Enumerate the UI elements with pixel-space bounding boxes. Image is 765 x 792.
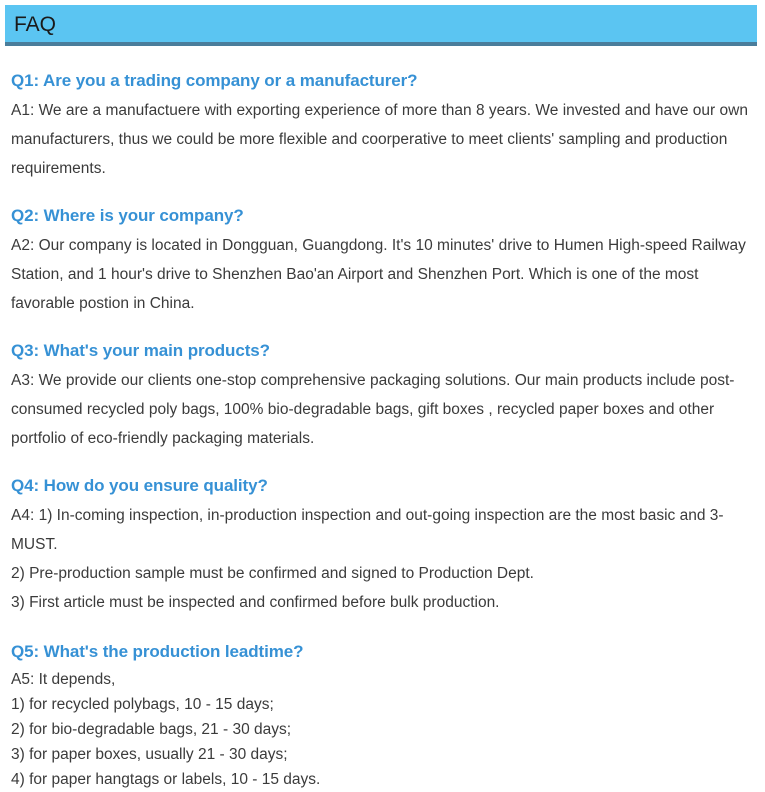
faq-item-q2: Q2: Where is your company? A2: Our compa… bbox=[11, 205, 753, 318]
faq-question-q2: Q2: Where is your company? bbox=[11, 206, 244, 225]
faq-answer-q5: A5: It depends, 1) for recycled polybags… bbox=[11, 667, 753, 792]
faq-question-q4: Q4: How do you ensure quality? bbox=[11, 476, 268, 495]
page-title: FAQ bbox=[14, 13, 57, 36]
faq-item-q3: Q3: What's your main products? A3: We pr… bbox=[11, 340, 753, 453]
faq-answer-line: 4) for paper hangtags or labels, 10 - 15… bbox=[11, 771, 321, 788]
faq-question-q5: Q5: What's the production leadtime? bbox=[11, 642, 304, 661]
spacer bbox=[11, 453, 753, 475]
faq-answer-line: A4: 1) In-coming inspection, in-producti… bbox=[11, 507, 724, 553]
faq-list: Q1: Are you a trading company or a manuf… bbox=[11, 54, 753, 792]
faq-answer-line: 3) First article must be inspected and c… bbox=[11, 594, 500, 611]
faq-answer-q2: A2: Our company is located in Dongguan, … bbox=[11, 237, 746, 312]
faq-answer-q3: A3: We provide our clients one-stop comp… bbox=[11, 372, 735, 447]
faq-answer-line: 2) Pre-production sample must be confirm… bbox=[11, 565, 534, 582]
faq-item-q4: Q4: How do you ensure quality? A4: 1) In… bbox=[11, 475, 753, 617]
spacer bbox=[11, 183, 753, 205]
faq-answer-line: 2) for bio-degradable bags, 21 - 30 days… bbox=[11, 721, 292, 738]
faq-item-q1: Q1: Are you a trading company or a manuf… bbox=[11, 70, 753, 183]
faq-answer-q4: A4: 1) In-coming inspection, in-producti… bbox=[11, 501, 753, 617]
faq-item-q5: Q5: What's the production leadtime? A5: … bbox=[11, 641, 753, 792]
spacer bbox=[11, 318, 753, 340]
spacer bbox=[11, 54, 753, 70]
faq-question-q3: Q3: What's your main products? bbox=[11, 341, 270, 360]
faq-answer-line: 3) for paper boxes, usually 21 - 30 days… bbox=[11, 746, 288, 763]
faq-answer-q1: A1: We are a manufactuere with exporting… bbox=[11, 102, 748, 177]
faq-answer-line: 1) for recycled polybags, 10 - 15 days; bbox=[11, 696, 274, 713]
faq-header-bar: FAQ bbox=[5, 5, 757, 46]
faq-question-q1: Q1: Are you a trading company or a manuf… bbox=[11, 71, 418, 90]
faq-page: FAQ Q1: Are you a trading company or a m… bbox=[5, 5, 757, 788]
faq-answer-line: A5: It depends, bbox=[11, 671, 116, 688]
spacer bbox=[11, 617, 753, 641]
